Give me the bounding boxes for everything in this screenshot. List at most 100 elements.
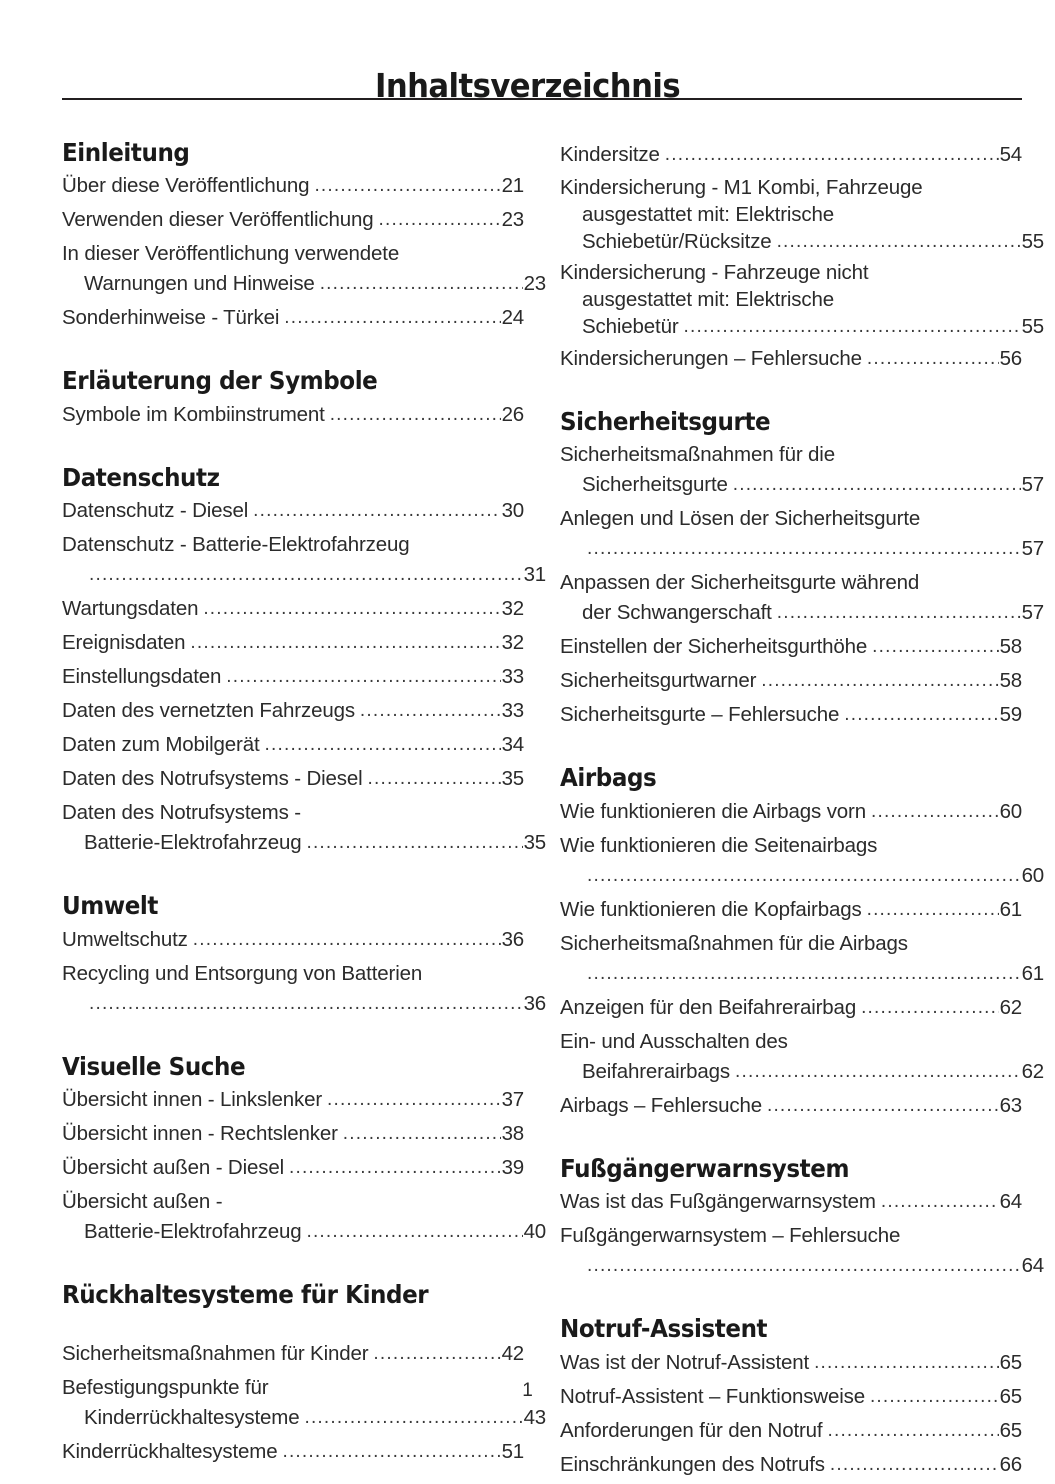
dot-leader xyxy=(871,797,999,827)
toc-entry[interactable]: Wie funktionieren die Airbags vorn 60 xyxy=(560,797,1022,828)
toc-column-right: Kindersitze 54 Kindersicherung - M1 Kombi,… xyxy=(560,140,1044,1484)
dot-leader xyxy=(282,1437,500,1467)
toc-entry[interactable]: Datenschutz - Batterie-Elektrofahrzeug 31 xyxy=(62,530,546,591)
toc-section-heading: Airbags xyxy=(560,763,657,793)
toc-entry[interactable]: Einstellungsdaten 33 xyxy=(62,662,524,693)
toc-entry-text: Übersicht außen - xyxy=(62,1190,223,1214)
toc-section-continued: Kindersitze 54 Kindersicherung - M1 Kombi,… xyxy=(560,140,1044,375)
toc-page-number: 35 xyxy=(501,767,525,791)
toc-entry[interactable]: Kindersicherung - M1 Kombi, Fahrzeuge aus… xyxy=(560,174,1044,256)
toc-entry-text: Recycling und Entsorgung von Batterien xyxy=(62,961,423,985)
toc-entry[interactable]: Wartungsdaten 32 xyxy=(62,594,524,625)
toc-entry-line: Fußgängerwarnsystem – Fehlersuche xyxy=(560,1221,1022,1251)
toc-entry[interactable]: Daten zum Mobilgerät 34 xyxy=(62,730,524,761)
toc-entry[interactable]: Sicherheitsmaßnahmen für die Airbags 61 xyxy=(560,929,1044,990)
toc-entry-text: Kinderrückhaltesysteme xyxy=(62,1439,278,1463)
toc-entry-text: Batterie-Elektrofahrzeug xyxy=(84,831,302,855)
toc-entry-line: Wie funktionieren die Kopfairbags 61 xyxy=(560,895,1022,926)
toc-section: Visuelle Suche Übersicht innen - Linkslen… xyxy=(62,1053,546,1248)
dot-leader xyxy=(203,594,500,624)
toc-page: Inhaltsverzeichnis Einleitung Über diese … xyxy=(0,0,1055,1448)
toc-entry[interactable]: Einschränkungen des Notrufs 66 xyxy=(560,1450,1022,1481)
toc-entry[interactable]: Recycling und Entsorgung von Batterien 36 xyxy=(62,959,546,1020)
toc-entry[interactable]: Anlegen und Lösen der Sicherheitsgurte 57 xyxy=(560,504,1044,565)
toc-entry[interactable]: Wie funktionieren die Kopfairbags 61 xyxy=(560,895,1022,926)
toc-page-number: 55 xyxy=(1021,230,1045,253)
toc-page-number: 33 xyxy=(501,699,525,723)
toc-entry[interactable]: Daten des Notrufsystems - Diesel 35 xyxy=(62,764,524,795)
toc-entry-text: Befestigungspunkte für xyxy=(62,1375,269,1399)
toc-page-number: 31 xyxy=(523,563,547,587)
toc-entry[interactable]: Was ist das Fußgängerwarnsystem 64 xyxy=(560,1187,1022,1218)
toc-entry[interactable]: Kindersitze 54 xyxy=(560,140,1022,171)
toc-entry-line: Übersicht außen - Diesel 39 xyxy=(62,1153,524,1184)
toc-entry[interactable]: Sicherheitsmaßnahmen für Kinder 42 xyxy=(62,1339,524,1370)
toc-entry-text: Was ist das Fußgängerwarnsystem xyxy=(560,1190,876,1214)
toc-entry-line: Daten des Notrufsystems - Diesel 35 xyxy=(62,764,524,795)
toc-entry[interactable]: Kinderrückhaltesysteme 51 xyxy=(62,1437,524,1468)
toc-entry[interactable]: Anpassen der Sicherheitsgurte während der… xyxy=(560,568,1044,629)
toc-entry[interactable]: Anforderungen für den Notruf 65 xyxy=(560,1416,1022,1447)
toc-entry[interactable]: Sicherheitsgurtwarner 58 xyxy=(560,666,1022,697)
toc-page-number: 36 xyxy=(523,991,547,1015)
toc-entry[interactable]: Datenschutz - Diesel 30 xyxy=(62,496,524,527)
toc-entry[interactable]: Über diese Veröffentlichung 21 xyxy=(62,171,524,202)
toc-entry[interactable]: Einstellen der Sicherheitsgurthöhe 58 xyxy=(560,632,1022,663)
toc-page-number: 40 xyxy=(523,1220,547,1244)
toc-entry-line: Umweltschutz 36 xyxy=(62,925,524,956)
toc-entry[interactable]: Ein- und Ausschalten des Beifahrerairbags… xyxy=(560,1027,1044,1088)
toc-columns: Einleitung Über diese Veröffentlichung 21 V… xyxy=(62,139,1044,1484)
toc-entry[interactable]: Fußgängerwarnsystem – Fehlersuche 64 xyxy=(560,1221,1044,1282)
dot-leader xyxy=(89,560,523,590)
toc-entry-text: Übersicht innen - Linkslenker xyxy=(62,1088,322,1112)
toc-entry[interactable]: Symbole im Kombiinstrument 26 xyxy=(62,400,524,431)
toc-entry[interactable]: Übersicht innen - Linkslenker 37 xyxy=(62,1085,524,1116)
toc-entry[interactable]: Airbags – Fehlersuche 63 xyxy=(560,1091,1022,1122)
toc-entry[interactable]: Sonderhinweise - Türkei 24 xyxy=(62,303,524,334)
dot-leader xyxy=(289,1153,501,1183)
toc-entry[interactable]: In dieser Veröffentlichung verwendete War… xyxy=(62,239,546,300)
dot-leader xyxy=(777,228,1021,255)
toc-section: Erläuterung der Symbole Symbole im Kombii… xyxy=(62,367,524,431)
toc-entry[interactable]: Kindersicherung - Fahrzeuge nicht ausgest… xyxy=(560,259,1044,341)
toc-entry-text: Daten des Notrufsystems - Diesel xyxy=(62,767,363,791)
toc-entry-line: Kinderrückhaltesysteme 51 xyxy=(62,1437,524,1468)
toc-entry[interactable]: Übersicht innen - Rechtslenker 38 xyxy=(62,1119,524,1150)
toc-entry-text: Symbole im Kombiinstrument xyxy=(62,402,325,426)
dot-leader xyxy=(761,666,998,696)
toc-entry[interactable]: Verwenden dieser Veröffentlichung 23 xyxy=(62,205,524,236)
toc-entry[interactable]: Daten des Notrufsystems - Batterie-Elektr… xyxy=(62,798,546,859)
toc-entry-text: Sicherheitsgurte xyxy=(582,473,728,497)
toc-section-heading: Fußgängerwarnsystem xyxy=(560,1153,850,1183)
toc-entry[interactable]: Sicherheitsgurte – Fehlersuche 59 xyxy=(560,700,1022,731)
toc-entry-text: Kindersicherung - M1 Kombi, Fahrzeuge xyxy=(560,176,923,199)
toc-entry-line: Airbags – Fehlersuche 63 xyxy=(560,1091,1022,1122)
toc-entry[interactable]: Sicherheitsmaßnahmen für die Sicherheitsg… xyxy=(560,440,1044,501)
toc-entry[interactable]: Wie funktionieren die Seitenairbags 60 xyxy=(560,831,1044,892)
toc-entry[interactable]: Was ist der Notruf-Assistent 65 xyxy=(560,1348,1022,1379)
dot-leader xyxy=(827,1416,998,1446)
dot-leader xyxy=(253,496,500,526)
toc-page-number: 42 xyxy=(501,1341,525,1365)
toc-entry-line: Wartungsdaten 32 xyxy=(62,594,524,625)
toc-entry[interactable]: Übersicht außen - Batterie-Elektrofahrzeu… xyxy=(62,1187,546,1248)
toc-entry[interactable]: Notruf-Assistent – Funktionsweise 65 xyxy=(560,1382,1022,1413)
toc-entry[interactable]: Kindersicherungen – Fehlersuche 56 xyxy=(560,344,1022,375)
toc-page-number: 54 xyxy=(999,143,1023,166)
dot-leader xyxy=(861,993,999,1023)
toc-entry[interactable]: Anzeigen für den Beifahrerairbag 62 xyxy=(560,993,1022,1024)
toc-entry-text: Anzeigen für den Beifahrerairbag xyxy=(560,995,857,1019)
toc-entry-line: 60 xyxy=(560,861,1045,892)
dot-leader xyxy=(330,400,501,430)
toc-page-number: 37 xyxy=(501,1088,525,1112)
toc-entry[interactable]: Umweltschutz 36 xyxy=(62,925,524,956)
toc-entry[interactable]: Übersicht außen - Diesel 39 xyxy=(62,1153,524,1184)
toc-entry-line: Sicherheitsmaßnahmen für die xyxy=(560,440,1022,470)
dot-leader xyxy=(684,313,1021,340)
dot-leader xyxy=(867,895,999,925)
toc-entry[interactable]: Befestigungspunkte für Kinderrückhaltesys… xyxy=(62,1373,546,1434)
toc-entry[interactable]: Daten des vernetzten Fahrzeugs 33 xyxy=(62,696,524,727)
toc-entry-line: Datenschutz - Batterie-Elektrofahrzeug xyxy=(62,530,524,560)
toc-entry[interactable]: Ereignisdaten 32 xyxy=(62,628,524,659)
toc-page-number: 56 xyxy=(999,347,1023,370)
